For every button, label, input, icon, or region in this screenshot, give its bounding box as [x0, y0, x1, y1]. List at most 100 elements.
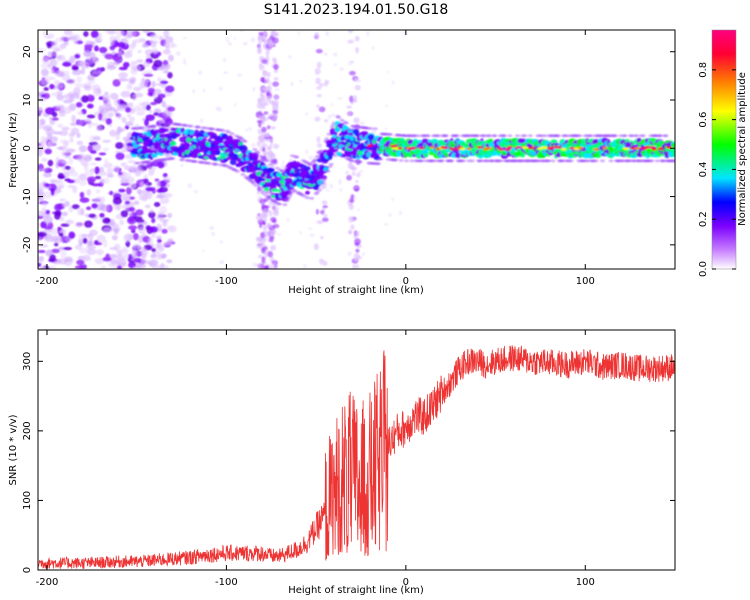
spectrogram-cell: [113, 61, 120, 65]
spectrogram-cell: [187, 183, 193, 189]
spectrogram-cell: [50, 69, 55, 75]
spectrogram-cell: [338, 179, 342, 184]
spectrogram-cell: [139, 126, 145, 130]
spectrogram-cell: [459, 147, 466, 151]
spectrogram-cell: [151, 232, 156, 238]
spectrogram-cell: [103, 158, 109, 164]
spectrogram-cell: [527, 134, 533, 138]
spectrogram-cell: [109, 92, 118, 100]
spectrogram-cell: [256, 263, 262, 268]
spectrogram-cell: [258, 254, 263, 259]
spectrogram-cell: [72, 185, 78, 194]
spectrogram-cell: [337, 152, 342, 157]
spectrogram-cell: [397, 146, 403, 150]
spectrogram-cell: [74, 53, 81, 59]
spectrogram-cell: [263, 36, 268, 41]
spectrogram-cell: [46, 250, 54, 256]
spectrogram-cell: [56, 94, 64, 101]
spectrogram-cell: [166, 225, 174, 231]
spectrogram-cell: [271, 57, 277, 61]
spectrogram-cell: [312, 158, 318, 162]
spectrogram-cell: [162, 49, 171, 55]
spectrogram-cell: [125, 146, 133, 150]
spectrogram-cell: [144, 204, 151, 209]
spectrogram-cell: [47, 141, 53, 148]
spectrogram-cell: [104, 98, 111, 105]
spectrogram-cell: [118, 72, 128, 78]
spectrogram-cell: [263, 133, 270, 138]
spectrogram-cell: [109, 35, 117, 42]
spectrogram-cell: [120, 90, 131, 98]
spectrogram-cell: [263, 111, 269, 115]
spectrogram-cell: [322, 260, 328, 266]
spectrogram-cell: [127, 182, 137, 189]
spectrogram-cell: [245, 128, 249, 132]
spectrogram-cell: [100, 265, 107, 269]
spectrogram-cell: [266, 222, 272, 228]
spectrogram-cell: [43, 34, 53, 39]
spectrogram-cell: [134, 257, 142, 263]
spectrogram-cell: [368, 127, 374, 131]
spectrogram-cell: [372, 127, 378, 131]
spectrogram-cell: [391, 80, 395, 85]
spectrogram-cell: [131, 250, 138, 258]
spectrogram-cell: [155, 195, 164, 199]
spectrogram-cell: [266, 146, 271, 151]
spectrogram-cell: [91, 183, 101, 187]
snr-x-ticks: -200 -100 0 100: [36, 330, 595, 588]
spectrogram-cell: [305, 196, 311, 200]
spectrogram-cell: [330, 103, 334, 107]
spectrogram-cell: [152, 124, 158, 128]
spectrogram-cell: [77, 207, 82, 216]
spectrogram-cell: [96, 234, 106, 243]
spectrogram-cell: [348, 61, 352, 66]
spectrogram-cell: [157, 238, 162, 244]
spectrogram-cell: [267, 251, 274, 258]
spectrogram-cell: [132, 265, 141, 269]
spectrogram-cell: [349, 197, 355, 203]
spectrogram-cell: [257, 35, 263, 40]
spectrogram-cell: [242, 41, 248, 46]
spectrogram-cell: [384, 127, 388, 130]
spectrogram-cell: [352, 95, 358, 102]
spectrogram-cell: [180, 158, 186, 162]
spectrogram-cell: [651, 147, 657, 151]
spectrogram-cell: [83, 31, 89, 37]
spectrogram-cell: [55, 104, 65, 110]
spectrogram-cell: [148, 236, 154, 244]
spectrogram-cell: [399, 210, 403, 216]
spectrogram-cell: [263, 86, 271, 92]
spectrogram-cell: [51, 111, 58, 118]
spectrogram-cell: [150, 40, 157, 48]
spectrogram-cell: [354, 242, 360, 247]
spectrogram-cell: [66, 78, 76, 85]
spectrogram-cell: [38, 107, 44, 115]
spectrogram-cell: [112, 79, 121, 87]
spectrogram-cell: [354, 196, 357, 200]
spectrogram-cell: [269, 265, 274, 269]
spectrogram-cell: [319, 262, 324, 266]
spectrogram-cell: [59, 216, 65, 222]
spectrogram-cell: [95, 175, 102, 180]
spectrogram-cell: [71, 114, 77, 123]
spectrogram-cell: [57, 175, 66, 180]
spectrogram-cell: [90, 30, 99, 38]
spectrogram-cell: [98, 171, 108, 177]
spectrogram-cell: [326, 188, 330, 193]
spectrogram-cell: [419, 159, 425, 163]
spectrogram-cell: [118, 66, 128, 71]
spectrogram-cell: [304, 166, 311, 171]
spectrogram-cell: [47, 265, 57, 269]
spectrogram-cell: [199, 118, 204, 124]
spectrogram-cell: [83, 49, 91, 57]
spectrogram-cell: [82, 237, 88, 244]
spectrogram-cell: [258, 114, 265, 119]
spectrogram-cell: [333, 132, 338, 136]
spectrogram-cell: [160, 180, 167, 187]
spectrogram-cell: [449, 147, 454, 151]
spectrogram-cell: [356, 172, 361, 178]
spectrogram-cell: [115, 30, 125, 37]
spectrogram-cell: [348, 30, 354, 34]
spectrogram-cell: [38, 262, 42, 268]
spectrogram-cell: [271, 183, 277, 190]
